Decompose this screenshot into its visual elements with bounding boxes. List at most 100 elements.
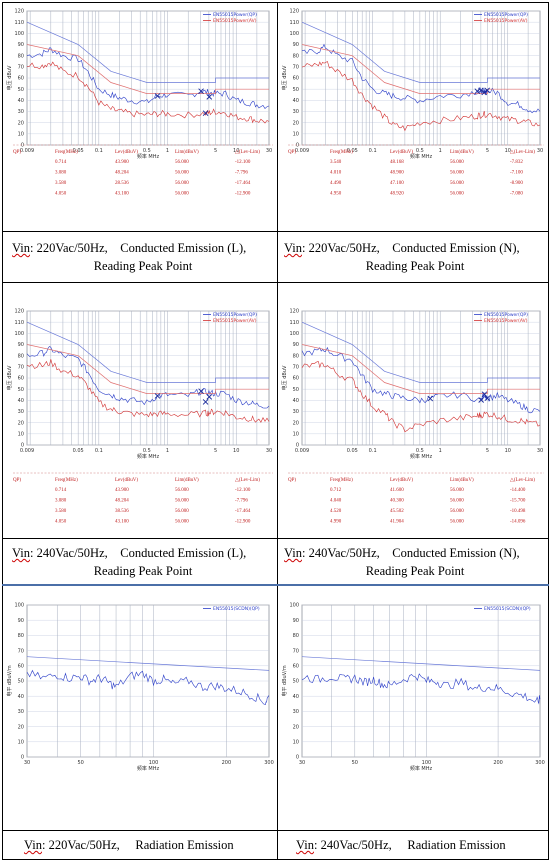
- table-cell: -8.900: [510, 181, 523, 186]
- table-header: △(Lev-Lim): [510, 477, 535, 483]
- peak-marker: [484, 87, 490, 94]
- x-tick-label: 200: [493, 760, 503, 766]
- y-tick-label: 70: [18, 365, 24, 371]
- table-cell: 56.000: [450, 488, 464, 493]
- y-tick-label: 50: [18, 387, 24, 393]
- table-cell: 0.714: [55, 160, 67, 165]
- x-tick-label: 50: [352, 760, 358, 766]
- x-tick-label: 50: [77, 760, 83, 766]
- series-line: [301, 43, 541, 114]
- caption-reading: Reading Peak Point: [93, 259, 193, 273]
- peak-marker: [206, 394, 213, 400]
- series-line: [26, 359, 270, 423]
- x-tick-label: 30: [537, 148, 543, 154]
- peak-marker: [478, 397, 484, 403]
- y-tick-label: 0: [21, 755, 24, 761]
- x-tick-label: 30: [537, 448, 543, 454]
- y-tick-label: 90: [293, 342, 299, 348]
- y-tick-label: 10: [293, 132, 299, 138]
- x-axis-label: 频率 MHz: [137, 153, 160, 160]
- table-cell: 3.080: [55, 499, 67, 504]
- y-tick-label: 50: [18, 679, 24, 685]
- table-header: Lev(dBuV): [115, 478, 138, 483]
- table-cell: 3.080: [55, 171, 67, 176]
- table-cell: 0.712: [330, 488, 342, 493]
- table-cell: 48.204: [115, 499, 129, 504]
- table-cell: -15.700: [510, 499, 526, 504]
- table-cell: 56.000: [175, 488, 189, 493]
- y-tick-label: 20: [293, 420, 299, 426]
- table-cell: 43.100: [115, 192, 129, 197]
- x-tick-label: 0.009: [295, 148, 309, 154]
- y-tick-label: 10: [18, 740, 24, 746]
- y-tick-label: 30: [18, 109, 24, 115]
- peak-marker: [202, 399, 209, 405]
- table-header: QP): [13, 150, 21, 155]
- table-cell: 45.502: [390, 509, 404, 514]
- limit-line: [26, 44, 269, 94]
- peak-marker: [484, 395, 491, 402]
- y-tick-label: 70: [293, 65, 299, 71]
- peak-marker: [206, 94, 213, 100]
- x-tick-label: 30: [299, 760, 305, 766]
- conducted-emission-n-220-cell: 120 110 100 90 80 70 60 50 40 30 20 10 0 0.009 0.05 0.1…: [278, 3, 548, 231]
- x-axis-label: 频率 MHz: [410, 765, 433, 772]
- radiation-emission-240-cell: 100 90 80 70 60 50 40 30 20 10 0 30 50 100 200 300 频率 MH…: [278, 587, 548, 830]
- y-tick-label: 10: [293, 432, 299, 438]
- y-tick-label: 120: [14, 9, 24, 15]
- table-header: △(Lev-Lim): [235, 477, 260, 483]
- y-tick-label: 50: [18, 87, 24, 93]
- table-cell: 43.900: [115, 160, 129, 165]
- caption-reading: Reading Peak Point: [365, 259, 465, 273]
- table-cell: 4.050: [55, 520, 67, 525]
- y-tick-label: 10: [18, 432, 24, 438]
- y-tick-label: 30: [18, 709, 24, 715]
- caption-vin: Vin: [12, 241, 30, 255]
- y-tick-label: 40: [18, 694, 24, 700]
- y-tick-label: 50: [293, 387, 299, 393]
- peak-marker: [481, 89, 488, 96]
- table-header: QP): [288, 478, 296, 483]
- table-cell: 4.950: [330, 192, 342, 197]
- y-tick-label: 110: [289, 320, 299, 326]
- table-cell: -12.900: [235, 520, 251, 525]
- table-cell: 56.000: [450, 509, 464, 514]
- y-tick-label: 80: [293, 53, 299, 59]
- table-cell: -17.464: [235, 181, 251, 186]
- caption-test-type: Conducted Emission (L),: [120, 241, 247, 255]
- y-tick-label: 110: [289, 20, 299, 26]
- x-tick-label: 300: [264, 760, 274, 766]
- y-tick-label: 20: [293, 120, 299, 126]
- table-cell: 48.900: [390, 171, 404, 176]
- outer-border-left: [2, 2, 3, 860]
- caption-re-240: Vin: 240Vac/50Hz, Radiation Emission: [296, 836, 546, 854]
- y-tick-label: 90: [18, 42, 24, 48]
- x-tick-label: 0.5: [143, 448, 151, 454]
- table-cell: -7.796: [235, 499, 248, 504]
- legend-entry: EN55015Power(AV): [484, 18, 528, 24]
- caption-voltage: : 240Vac/50Hz,: [314, 838, 392, 852]
- x-tick-label: 0.009: [20, 148, 34, 154]
- series-line: [301, 361, 541, 433]
- y-tick-label: 0: [296, 755, 299, 761]
- limit-line: [301, 656, 541, 671]
- x-tick-label: 10: [233, 448, 239, 454]
- x-tick-label: 1: [166, 148, 169, 154]
- table-cell: 3.540: [330, 160, 342, 165]
- series-line: [26, 61, 270, 124]
- y-tick-label: 60: [293, 664, 299, 670]
- y-tick-label: 70: [18, 65, 24, 71]
- series-line: [301, 673, 541, 705]
- table-cell: -7.100: [510, 171, 523, 176]
- y-tick-label: 90: [18, 618, 24, 624]
- x-tick-label: 0.5: [416, 448, 424, 454]
- conducted-emission-l-240-cell: 120 110 100 90 80 70 60 50 40 30 20 10 0 0.009 0.05 0.1…: [3, 283, 277, 538]
- table-cell: 56.000: [175, 171, 189, 176]
- section-separator: [2, 584, 549, 586]
- x-tick-label: 0.1: [95, 448, 103, 454]
- y-tick-label: 0: [296, 443, 299, 449]
- x-tick-label: 0.009: [295, 448, 309, 454]
- caption-voltage: : 220Vac/50Hz,: [30, 241, 108, 255]
- caption-test-type: Radiation Emission: [407, 838, 506, 852]
